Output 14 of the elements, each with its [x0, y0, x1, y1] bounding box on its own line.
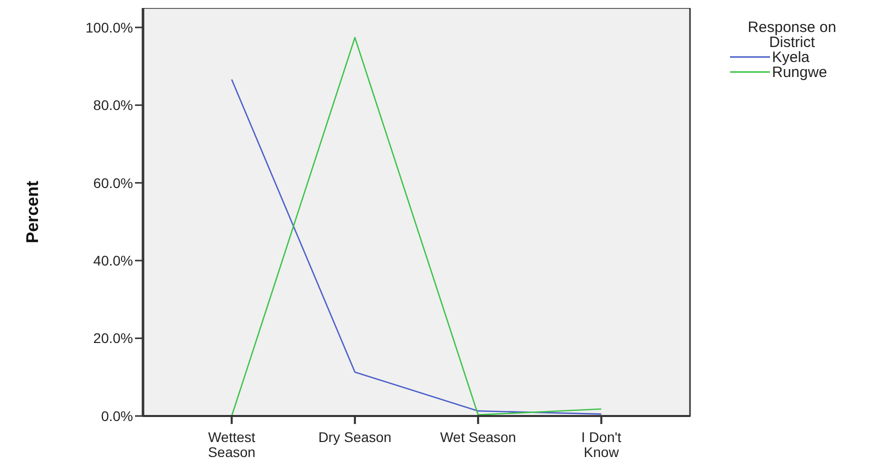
y-tick-label: 0.0%: [101, 408, 133, 424]
y-axis-title: Percent: [23, 180, 42, 244]
y-tick-label: 20.0%: [93, 330, 133, 346]
legend-label: Kyela: [772, 49, 810, 66]
y-tick-label: 60.0%: [93, 174, 133, 191]
x-tick-label: I Don't Know: [581, 429, 622, 460]
x-tick-label: Dry Season: [318, 429, 392, 445]
y-tick-label: 40.0%: [93, 252, 133, 268]
x-tick-label: Wettest Season: [208, 429, 256, 460]
legend-title: Response on District: [748, 19, 836, 51]
y-tick-label: 100.0%: [86, 19, 133, 36]
x-tick-label: Wet Season: [440, 429, 516, 445]
legend-label: Rungwe: [772, 64, 828, 81]
y-tick-label: 80.0%: [93, 97, 133, 114]
